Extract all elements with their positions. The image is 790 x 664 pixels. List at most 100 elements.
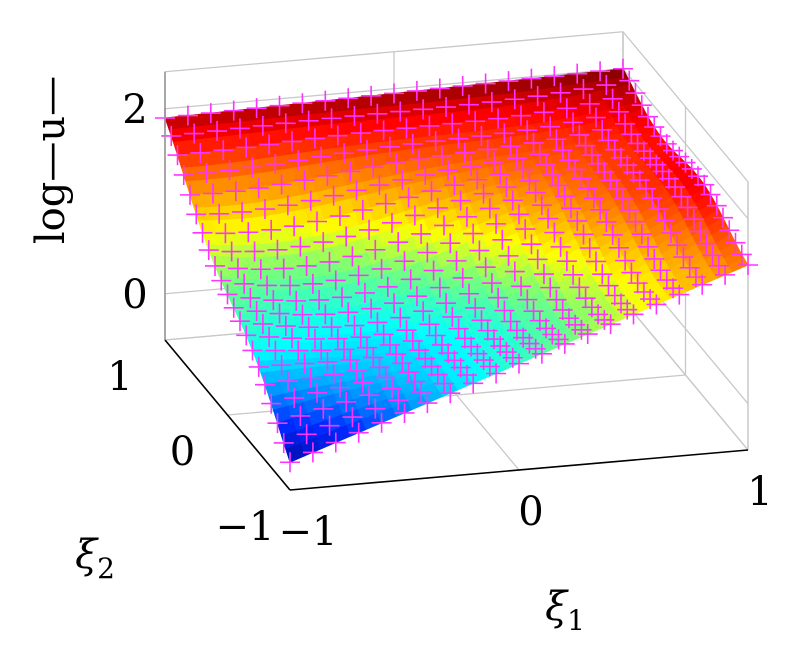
data-marker (384, 293, 405, 314)
data-marker (461, 156, 482, 177)
x-axis-label: ξ1 (545, 584, 585, 637)
data-marker (627, 273, 648, 294)
data-marker (215, 223, 236, 244)
data-marker (567, 210, 588, 231)
data-marker (434, 215, 454, 236)
data-marker (361, 298, 382, 319)
data-marker (334, 339, 355, 360)
data-marker (521, 68, 542, 89)
data-marker (592, 119, 613, 140)
data-marker (446, 250, 467, 271)
data-marker (450, 190, 471, 211)
z-tick-label: 0 (122, 272, 147, 318)
data-marker (327, 328, 348, 349)
data-marker (217, 284, 238, 305)
data-marker (267, 413, 288, 434)
data-marker (402, 133, 423, 154)
data-marker (608, 237, 629, 258)
data-marker (346, 180, 367, 201)
data-marker (369, 175, 390, 196)
data-marker (359, 219, 380, 240)
data-marker (275, 316, 296, 337)
data-marker (319, 251, 340, 272)
data-marker (361, 85, 382, 106)
data-marker (400, 269, 421, 290)
data-marker (519, 170, 540, 191)
data-marker (615, 113, 636, 134)
data-marker (373, 324, 394, 345)
data-marker (431, 145, 452, 166)
data-marker (429, 277, 450, 298)
data-marker (284, 388, 305, 409)
data-marker (173, 164, 194, 185)
data-marker (382, 378, 402, 399)
data-marker (500, 311, 521, 332)
data-marker (321, 317, 342, 338)
data-marker (679, 257, 700, 278)
data-marker (186, 204, 207, 225)
data-marker (644, 248, 665, 269)
data-marker (356, 139, 377, 160)
data-marker (167, 145, 188, 166)
data-marker (548, 175, 569, 196)
data-marker (538, 208, 559, 229)
data-marker (292, 93, 313, 114)
data-marker (196, 162, 217, 183)
data-marker (269, 303, 290, 324)
data-marker (621, 262, 642, 283)
data-marker (248, 178, 269, 199)
data-marker (371, 412, 392, 433)
data-marker (319, 415, 340, 436)
data-marker (236, 137, 257, 158)
data-marker (660, 222, 681, 243)
z-tick-label: 2 (122, 87, 147, 133)
data-marker (394, 402, 415, 423)
data-marker (184, 123, 205, 144)
data-marker (702, 245, 723, 266)
data-marker (481, 92, 502, 113)
x-tick-label: −1 (279, 509, 338, 555)
data-marker (440, 233, 461, 254)
data-marker (579, 238, 600, 259)
data-marker (521, 234, 542, 255)
data-marker (350, 123, 371, 144)
data-marker (386, 153, 407, 174)
data-marker (242, 340, 263, 361)
data-marker (531, 195, 552, 216)
data-marker (332, 287, 352, 308)
data-marker (573, 79, 594, 100)
data-marker (413, 301, 434, 322)
data-marker (506, 148, 527, 169)
data-marker (242, 157, 263, 178)
data-marker (683, 209, 704, 230)
data-marker (475, 257, 496, 278)
data-marker (254, 199, 275, 220)
data-marker (529, 144, 550, 165)
data-marker (596, 75, 617, 96)
data-marker (540, 116, 561, 137)
data-marker (288, 150, 309, 171)
data-marker (296, 255, 317, 276)
data-marker (263, 290, 284, 311)
data-marker (527, 86, 548, 107)
data-marker (259, 326, 280, 347)
data-marker (223, 297, 244, 318)
data-marker (696, 233, 717, 254)
data-marker (469, 240, 490, 261)
data-marker (219, 160, 240, 181)
data-marker (363, 157, 384, 178)
data-marker (309, 289, 330, 310)
data-marker (419, 115, 440, 136)
data-marker (342, 407, 363, 428)
data-marker (615, 250, 636, 271)
data-marker (244, 241, 265, 262)
data-marker (567, 63, 588, 84)
data-marker (290, 405, 311, 426)
data-marker (296, 424, 317, 445)
data-marker (533, 264, 554, 285)
data-marker (477, 139, 498, 160)
data-marker (294, 353, 315, 374)
data-marker (202, 183, 223, 204)
data-marker (738, 255, 758, 275)
